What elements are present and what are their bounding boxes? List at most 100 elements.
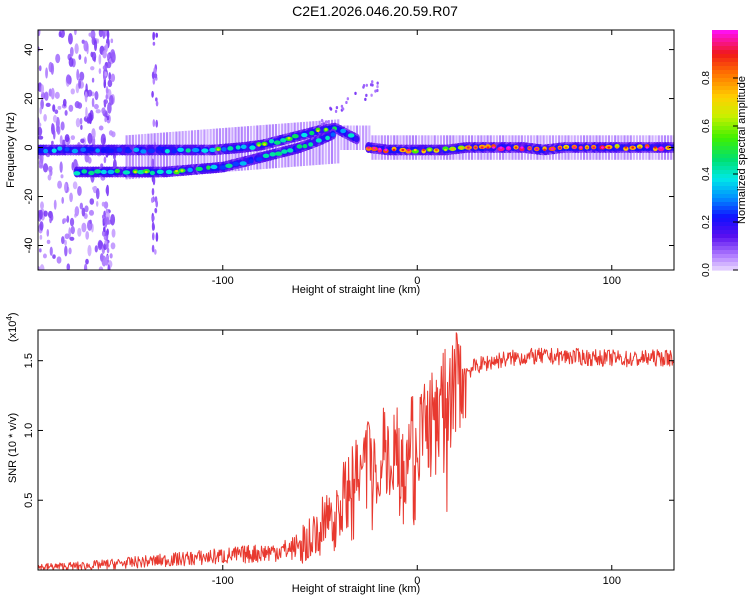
spectrogram-noise-blob <box>38 135 44 140</box>
spectrogram-halo <box>340 125 343 150</box>
colorbar-segment <box>712 150 738 155</box>
spectrogram-track-peak <box>330 132 336 137</box>
spectrogram-track-peak-center <box>572 146 576 149</box>
colorbar-segment <box>712 242 738 247</box>
spectrogram-track-peak-center <box>133 170 137 174</box>
spectrogram-track-peak-center <box>507 146 510 149</box>
spectrogram-track-peak <box>81 169 88 174</box>
spectrogram-noise-blob <box>110 49 116 58</box>
colorbar-segment <box>712 122 738 127</box>
spectrogram-track-peak-center <box>324 128 328 131</box>
spectrogram-noise-blob <box>109 253 113 259</box>
spectrogram-noise-blob <box>38 126 43 136</box>
spectrogram-noise-blob <box>72 181 78 190</box>
spectrogram-track-peak-center <box>384 148 388 151</box>
spectrogram-noise-blob <box>64 134 70 143</box>
spectrogram-track-peak <box>177 147 184 152</box>
spectrogram-noise-blob <box>48 165 53 173</box>
spectrogram-track-peak-center <box>367 146 371 149</box>
spectrogram-noise-blob <box>43 210 48 217</box>
spectrogram-noise-blob <box>80 124 83 130</box>
spectrogram-track-peak-center <box>514 146 518 149</box>
spectrogram-track-peak-center <box>653 146 657 149</box>
spectrogram-noise-blob <box>75 117 81 128</box>
spectrogram-halo <box>334 119 337 164</box>
spectrogram-noise-blob <box>68 32 73 45</box>
spectrogram-track-peak <box>148 148 155 154</box>
spectrogram-noise-blob <box>57 180 63 189</box>
spectrogram-noise-blob <box>88 209 95 216</box>
spectrogram-track-peak <box>165 169 173 175</box>
spectrogram-noise-blob <box>40 91 46 100</box>
spectrogram-track-peak <box>657 146 665 152</box>
snr-frame <box>37 329 675 571</box>
colorbar-segment <box>712 34 738 39</box>
spectrogram-noise-blob <box>110 73 116 83</box>
spectrogram-track-peak-center <box>607 146 611 149</box>
spectrogram-noise-blob <box>98 125 104 131</box>
spectrogram-noise-blob <box>64 245 68 257</box>
spectrogram-noise-blob <box>106 247 110 254</box>
spectrogram-track-peak-center <box>492 146 496 149</box>
spectrogram-track-peak <box>140 149 147 154</box>
spectrogram-noise-blob <box>83 40 89 52</box>
spectrogram-track-peak <box>43 148 49 154</box>
spectrogram-noise-blob <box>329 107 333 111</box>
spectrogram-noise-blob <box>87 89 93 97</box>
colorbar-segment <box>712 90 738 95</box>
spectrogram-track-peak <box>281 149 288 154</box>
colorbar-segment <box>712 118 738 123</box>
colorbar-segment <box>712 214 738 219</box>
spectrogram-noise-blob <box>87 132 93 145</box>
spectrogram-noise-blob <box>108 72 112 81</box>
spectrogram-noise-blob <box>57 105 62 110</box>
snr-ytick-label: 1.0 <box>23 423 35 438</box>
spectrogram-frame <box>37 29 675 271</box>
spectrogram-track-peak <box>206 165 211 170</box>
colorbar-segment <box>712 86 738 91</box>
colorbar-segment <box>712 78 738 83</box>
spectrogram-noise-blob <box>76 69 80 81</box>
snr-scale-exponent: 4 <box>5 316 14 321</box>
spectrogram-noise-blob <box>42 163 49 173</box>
snr-ytick-label: 0.5 <box>23 493 35 508</box>
spectrogram-track-peak <box>64 147 70 152</box>
spectrogram-noise-blob <box>69 217 75 227</box>
spectrogram-track-peak-center <box>257 144 261 147</box>
spectrogram-noise-blob <box>87 244 92 257</box>
spectrogram-noise-blob <box>39 264 45 270</box>
spectrogram-noise-blob <box>91 77 95 83</box>
spectrogram-noise-blob <box>58 31 62 38</box>
spectrogram-track-peak-center <box>263 143 266 146</box>
colorbar-segment <box>712 170 738 175</box>
spectrogram-track-peak-center <box>407 148 410 152</box>
spectrogram-track-peak <box>107 148 115 153</box>
spectrogram-noise-blob <box>39 221 44 231</box>
colorbar-segment <box>712 250 738 255</box>
spectrogram-track-peak <box>315 138 322 143</box>
spectrogram-noise-blob <box>103 210 106 217</box>
spectrogram-track-peak <box>340 128 347 134</box>
spectrogram-noise-blob <box>154 208 157 213</box>
colorbar-label: Normalized spectral amplitude <box>736 76 748 224</box>
spectrogram-noise-blob <box>89 219 92 224</box>
spectrogram-track-peak <box>171 149 178 154</box>
spectrogram-noise-blob <box>341 107 344 111</box>
snr-marks <box>38 332 674 570</box>
spectrogram-noise-blob <box>108 130 114 136</box>
colorbar-segment <box>712 254 738 259</box>
spectrogram-noise-blob <box>64 182 68 192</box>
spectrogram-track-peak <box>114 168 120 174</box>
spectrogram-noise-blob <box>95 200 99 207</box>
colorbar-segment <box>712 166 738 171</box>
spectrogram-noise-blob <box>106 88 109 94</box>
spectrogram-track-peak-center <box>645 146 649 149</box>
spectrogram-noise-blob <box>90 66 95 71</box>
spectrogram-track-peak-center <box>528 147 531 150</box>
colorbar-segment <box>712 146 738 151</box>
spectrogram-noise-blob <box>52 254 56 259</box>
spectrogram-noise-blob <box>38 266 41 270</box>
colorbar-segment <box>712 226 738 231</box>
spectrogram-noise-blob <box>105 208 109 214</box>
